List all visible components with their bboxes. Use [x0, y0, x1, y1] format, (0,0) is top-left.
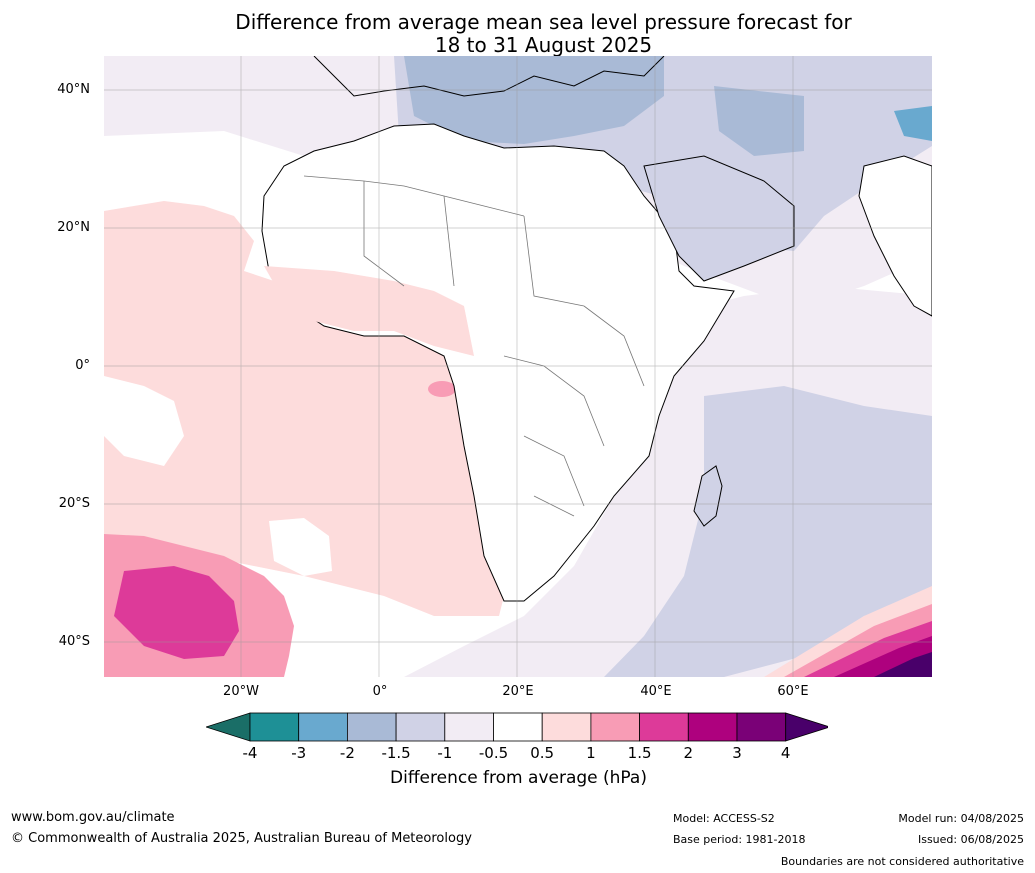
africa-landmass	[261, 123, 735, 602]
anomaly-pos-mid-gulf	[428, 381, 456, 397]
colorbar-segment	[590, 712, 640, 742]
graticule	[104, 56, 932, 677]
map-title-line2: 18 to 31 August 2025	[434, 33, 653, 57]
colorbar-segment	[249, 712, 300, 742]
colorbar-segment	[736, 712, 787, 742]
anomaly-pos-weak-westafrica	[264, 266, 474, 356]
lon-label-20w: 20°W	[223, 684, 259, 699]
footer-issued: Issued: 06/08/2025	[917, 833, 1024, 846]
colorbar-tick-label: 1.5	[627, 744, 652, 762]
anomaly-neg-strong-med	[404, 56, 664, 144]
anomaly-pos-strong-south-atlantic	[114, 566, 239, 659]
footer-model: Model: ACCESS-S2	[673, 812, 775, 825]
lat-label-0: 0°	[75, 358, 90, 373]
footer-disclaimer: Boundaries are not considered authoritat…	[780, 855, 1024, 868]
europe-coast	[313, 56, 665, 97]
footer-model-run: Model run: 04/08/2025	[898, 812, 1024, 825]
colorbar-tick-label: 4	[780, 744, 791, 762]
colorbar-segment	[493, 712, 543, 742]
lon-label-0: 0°	[372, 684, 388, 699]
arabia-landmass	[643, 155, 795, 282]
colorbar-segment	[687, 712, 738, 742]
footer-copyright: © Commonwealth of Australia 2025, Austra…	[11, 831, 472, 846]
colorbar-tick-label: 3	[732, 744, 742, 762]
lon-label-60e: 60°E	[777, 684, 809, 699]
colorbar-extend-high	[785, 712, 828, 742]
colorbar-tick-label: 2	[683, 744, 694, 762]
colorbar-segment	[298, 712, 348, 742]
lat-label-40s: 40°S	[58, 634, 90, 649]
pressure-anomaly-map	[104, 56, 932, 677]
colorbar-tick-label: -3	[291, 744, 307, 762]
colorbar-tick-label: 1	[586, 744, 596, 762]
anomaly-neutral-patch-2	[269, 518, 332, 576]
colorbar-segment	[444, 712, 494, 742]
colorbar-tick-label: -2	[339, 744, 355, 762]
anomaly-neg-strong-iran	[714, 86, 804, 156]
anomaly-neutral-patch-1	[104, 376, 184, 466]
map-canvas	[104, 56, 932, 677]
india-landmass	[858, 155, 932, 317]
lat-label-20s: 20°S	[58, 496, 90, 511]
colorbar-tick-label: -1	[437, 744, 453, 762]
colorbar-segment	[346, 712, 397, 742]
lat-label-20n: 20°N	[57, 220, 90, 235]
colorbar-tick-label: -1.5	[381, 744, 411, 762]
lon-label-20e: 20°E	[502, 684, 534, 699]
lat-label-40n: 40°N	[57, 82, 90, 97]
colorbar-segment	[395, 712, 446, 742]
colorbar-segment	[639, 712, 689, 742]
anomaly-pos-extreme-southern	[874, 652, 932, 677]
footer-website[interactable]: www.bom.gov.au/climate	[11, 810, 175, 825]
colorbar-label: Difference from average (hPa)	[390, 768, 647, 788]
colorbar-segment	[541, 712, 592, 742]
colorbar-extend-low	[206, 712, 251, 742]
map-title-line1: Difference from average mean sea level p…	[235, 10, 852, 34]
country-borders	[303, 175, 645, 517]
footer-base-period: Base period: 1981-2018	[673, 833, 806, 846]
anomaly-neg-strong-himalaya	[894, 106, 932, 141]
madagascar	[693, 465, 723, 527]
anomaly-neg-mid-indian	[604, 386, 932, 677]
colorbar-tick-label: 0.5	[530, 744, 555, 762]
colorbar-tick-label: -4	[242, 744, 258, 762]
lon-label-40e: 40°E	[640, 684, 672, 699]
colorbar	[206, 712, 828, 742]
colorbar-tick-label: -0.5	[478, 744, 509, 762]
